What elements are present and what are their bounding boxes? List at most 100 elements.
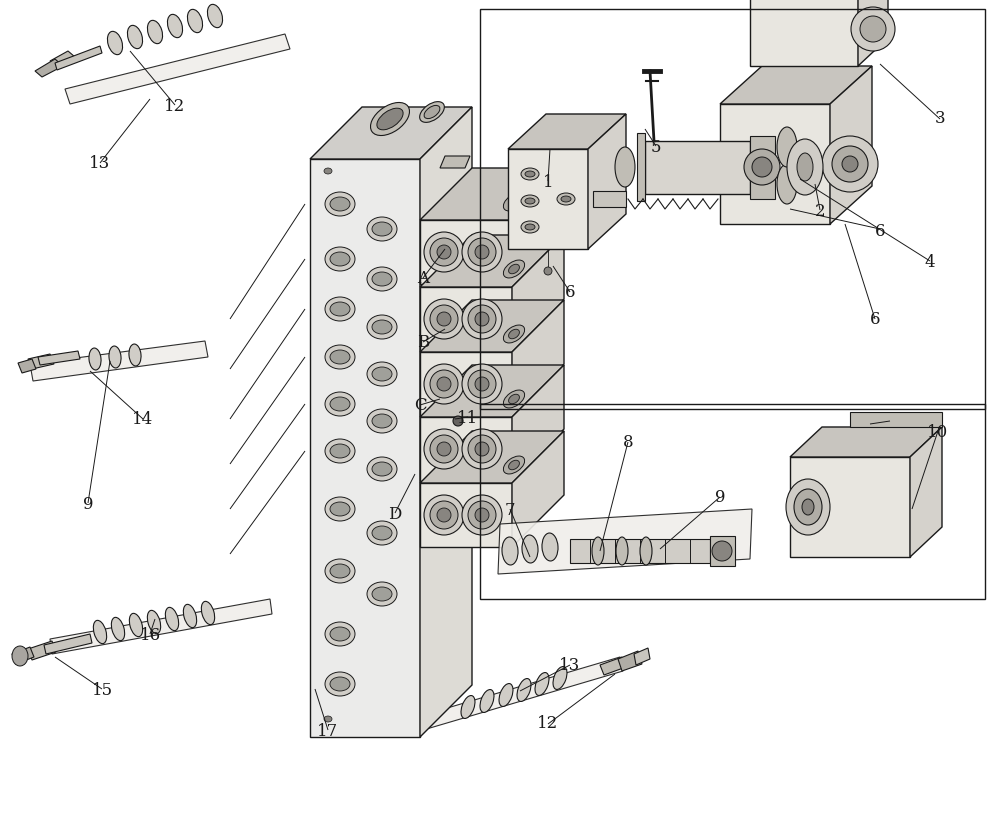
Polygon shape xyxy=(18,360,36,373)
Ellipse shape xyxy=(129,613,143,637)
Polygon shape xyxy=(310,160,420,737)
Ellipse shape xyxy=(167,16,183,38)
Ellipse shape xyxy=(330,303,350,317)
Text: A: A xyxy=(417,270,429,287)
Ellipse shape xyxy=(325,346,355,369)
Text: 10: 10 xyxy=(927,424,949,441)
Ellipse shape xyxy=(325,297,355,322)
Ellipse shape xyxy=(424,364,464,405)
Ellipse shape xyxy=(525,172,535,178)
Ellipse shape xyxy=(330,253,350,267)
Polygon shape xyxy=(637,133,645,201)
Ellipse shape xyxy=(330,564,350,578)
Polygon shape xyxy=(508,115,626,150)
Polygon shape xyxy=(850,413,942,428)
Ellipse shape xyxy=(127,26,143,50)
Ellipse shape xyxy=(777,128,797,168)
Text: 11: 11 xyxy=(457,410,479,426)
Ellipse shape xyxy=(325,392,355,417)
Ellipse shape xyxy=(535,672,549,695)
Ellipse shape xyxy=(325,559,355,583)
Ellipse shape xyxy=(12,646,28,666)
Polygon shape xyxy=(420,301,564,352)
Polygon shape xyxy=(618,651,642,672)
Polygon shape xyxy=(35,60,63,78)
Ellipse shape xyxy=(525,199,535,205)
Ellipse shape xyxy=(430,501,458,529)
Ellipse shape xyxy=(183,604,197,628)
Ellipse shape xyxy=(468,501,496,529)
Polygon shape xyxy=(50,52,75,68)
Ellipse shape xyxy=(370,103,410,136)
Ellipse shape xyxy=(372,273,392,287)
Ellipse shape xyxy=(330,627,350,641)
Ellipse shape xyxy=(330,445,350,459)
Ellipse shape xyxy=(787,140,823,196)
Ellipse shape xyxy=(851,8,895,52)
Ellipse shape xyxy=(147,611,161,634)
Ellipse shape xyxy=(372,527,392,541)
Ellipse shape xyxy=(640,537,652,565)
Ellipse shape xyxy=(525,224,535,231)
Polygon shape xyxy=(420,352,512,417)
Ellipse shape xyxy=(462,233,502,273)
Text: D: D xyxy=(388,505,402,522)
Ellipse shape xyxy=(712,541,732,561)
Ellipse shape xyxy=(330,502,350,516)
Polygon shape xyxy=(512,432,564,547)
Ellipse shape xyxy=(509,460,519,470)
Text: C: C xyxy=(414,397,426,414)
Ellipse shape xyxy=(372,320,392,335)
Text: 7: 7 xyxy=(505,501,515,518)
Ellipse shape xyxy=(372,368,392,382)
Ellipse shape xyxy=(430,305,458,333)
Ellipse shape xyxy=(107,32,123,56)
Text: 12: 12 xyxy=(164,98,186,115)
Ellipse shape xyxy=(475,313,489,327)
Ellipse shape xyxy=(462,364,502,405)
Ellipse shape xyxy=(377,109,403,131)
Ellipse shape xyxy=(367,410,397,433)
Ellipse shape xyxy=(468,370,496,399)
Ellipse shape xyxy=(509,395,519,405)
Ellipse shape xyxy=(797,154,813,182)
Ellipse shape xyxy=(475,442,489,456)
Polygon shape xyxy=(508,150,588,250)
Polygon shape xyxy=(710,536,735,566)
Ellipse shape xyxy=(372,414,392,428)
Ellipse shape xyxy=(468,238,496,267)
Ellipse shape xyxy=(542,533,558,561)
Ellipse shape xyxy=(822,137,878,192)
Polygon shape xyxy=(420,221,512,285)
Ellipse shape xyxy=(325,247,355,272)
Ellipse shape xyxy=(503,194,525,211)
Ellipse shape xyxy=(330,677,350,691)
Ellipse shape xyxy=(372,587,392,601)
Ellipse shape xyxy=(89,349,101,370)
Ellipse shape xyxy=(424,106,440,120)
Ellipse shape xyxy=(367,363,397,387)
Polygon shape xyxy=(790,428,942,458)
Ellipse shape xyxy=(502,537,518,565)
Ellipse shape xyxy=(330,397,350,411)
Text: 6: 6 xyxy=(565,284,575,301)
Ellipse shape xyxy=(165,608,179,631)
Polygon shape xyxy=(310,108,472,160)
Ellipse shape xyxy=(430,370,458,399)
Ellipse shape xyxy=(187,11,203,34)
Ellipse shape xyxy=(468,436,496,464)
Ellipse shape xyxy=(468,305,496,333)
Ellipse shape xyxy=(330,351,350,364)
Polygon shape xyxy=(30,342,208,382)
Polygon shape xyxy=(420,483,512,547)
Polygon shape xyxy=(570,540,710,563)
Ellipse shape xyxy=(367,315,397,340)
Ellipse shape xyxy=(521,222,539,233)
Ellipse shape xyxy=(509,265,519,274)
Ellipse shape xyxy=(503,391,525,409)
Polygon shape xyxy=(420,169,564,221)
Ellipse shape xyxy=(832,147,868,183)
Polygon shape xyxy=(645,142,750,195)
Ellipse shape xyxy=(330,197,350,212)
Text: 9: 9 xyxy=(83,495,93,512)
